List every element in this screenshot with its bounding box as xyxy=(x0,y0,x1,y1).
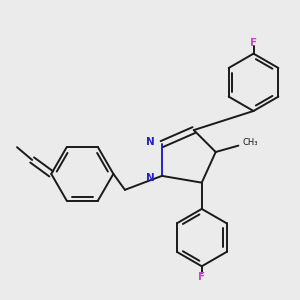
Text: N: N xyxy=(146,137,155,147)
Text: F: F xyxy=(250,38,257,47)
Text: CH₃: CH₃ xyxy=(242,138,258,147)
Text: F: F xyxy=(198,272,205,282)
Text: N: N xyxy=(146,173,155,183)
